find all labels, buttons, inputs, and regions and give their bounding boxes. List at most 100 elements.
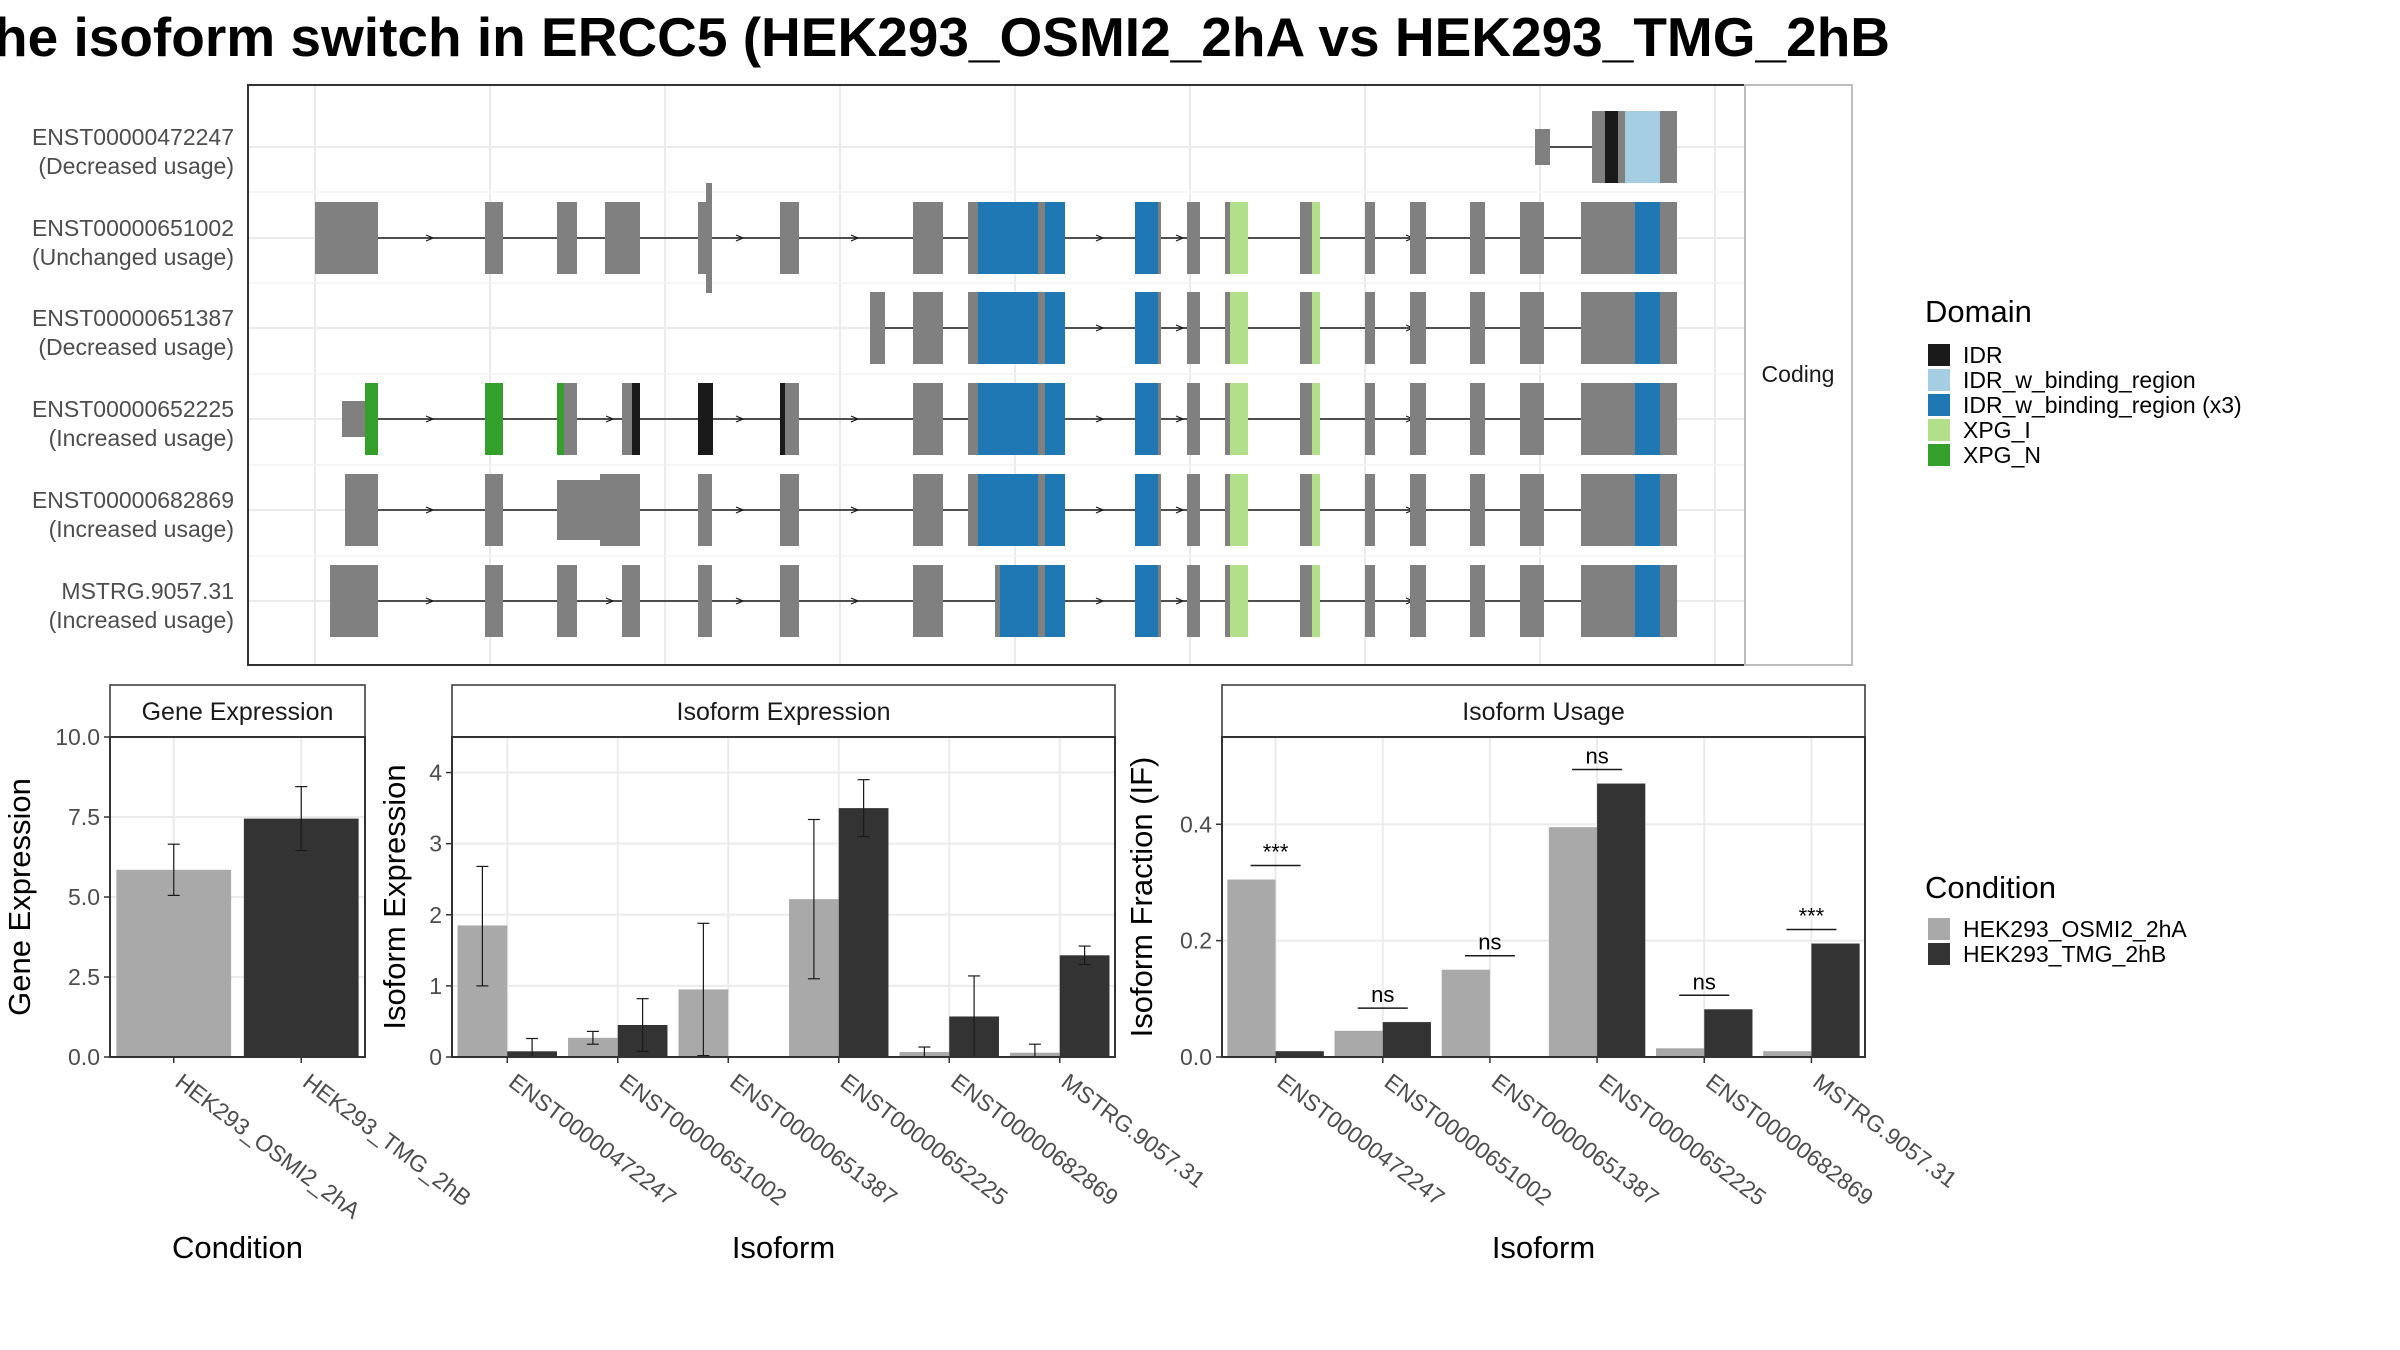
strand-arrow	[1095, 324, 1105, 332]
exon	[1581, 474, 1635, 546]
legend-label: IDR	[1963, 342, 2003, 368]
strand-arrow	[1095, 597, 1105, 605]
bar	[1059, 955, 1110, 1057]
strand-arrow	[1175, 506, 1185, 514]
exon	[1618, 111, 1625, 183]
domain-legend-title: Domain	[1925, 294, 2032, 329]
exon	[1230, 565, 1248, 637]
strand-arrow	[1095, 506, 1105, 514]
exon	[1365, 292, 1375, 364]
bar	[1334, 1030, 1383, 1057]
isoform-expression-chart: Isoform Expression01234ENST00000472247EN…	[377, 684, 1210, 1265]
exon	[1520, 565, 1544, 637]
exon	[365, 383, 378, 455]
bar	[1227, 879, 1276, 1057]
chart-plot-background	[452, 737, 1115, 1057]
exon	[1045, 202, 1065, 274]
chart-plot-background	[1222, 737, 1865, 1057]
isoform-structure-2	[315, 183, 1677, 293]
bar	[1441, 969, 1490, 1057]
exon	[1300, 202, 1312, 274]
chart-title: Gene Expression	[142, 698, 334, 726]
legend-label: XPG_N	[1963, 442, 2041, 468]
isoform-label-usage: (Increased usage)	[49, 516, 234, 542]
bar	[1704, 1009, 1753, 1057]
strand-arrow	[1175, 324, 1185, 332]
significance-label: ns	[1693, 969, 1716, 994]
isoform-label-id: ENST00000651002	[32, 215, 234, 241]
structure-strip	[1744, 84, 1853, 666]
strand-arrow	[735, 506, 745, 514]
exon	[968, 474, 978, 546]
exon	[600, 474, 640, 546]
exon	[345, 474, 378, 546]
exon	[1158, 202, 1161, 274]
strand-arrow	[425, 506, 435, 514]
exon	[1045, 565, 1065, 637]
exon	[1300, 474, 1312, 546]
exon	[1300, 565, 1312, 637]
chart-border	[109, 736, 366, 1058]
exon	[315, 202, 378, 274]
exon	[1187, 474, 1200, 546]
exon	[870, 292, 885, 364]
bar	[1548, 827, 1598, 1057]
exon	[1045, 474, 1065, 546]
y-axis-title: Isoform Fraction (IF)	[1124, 757, 1159, 1038]
exon	[698, 474, 712, 546]
exon	[622, 383, 632, 455]
exon	[557, 565, 577, 637]
chart-strip	[1221, 684, 1866, 738]
isoform-structure-panel: Coding ENST00000472247 (Decreased usage) EN…	[32, 84, 1853, 666]
legend-label: XPG_I	[1963, 417, 2031, 443]
significance-label: ns	[1478, 930, 1501, 955]
chart-border	[1221, 736, 1866, 1058]
exon	[342, 401, 365, 437]
legend-label: IDR_w_binding_region	[1963, 367, 2196, 393]
legend-key	[1928, 444, 1950, 466]
exon	[1225, 292, 1230, 364]
exon	[1470, 292, 1485, 364]
x-axis-title: Isoform	[1492, 1230, 1595, 1265]
exon	[1581, 292, 1635, 364]
significance-label: ***	[1263, 840, 1289, 865]
legend-label: HEK293_OSMI2_2hA	[1963, 916, 2187, 942]
y-tick-label: 0.0	[1180, 1044, 1212, 1070]
isoform-label-usage: (Unchanged usage)	[32, 244, 234, 270]
strand-arrow	[735, 234, 745, 242]
exon	[913, 292, 943, 364]
bar	[1656, 1048, 1705, 1057]
y-axis-title: Isoform Expression	[377, 764, 412, 1029]
exon	[995, 565, 1000, 637]
y-tick-label: 7.5	[68, 804, 100, 830]
bar	[568, 1037, 618, 1057]
exon	[1470, 474, 1485, 546]
strip-label-coding: Coding	[1762, 361, 1835, 387]
exon	[1635, 474, 1660, 546]
exon	[1581, 383, 1635, 455]
exon	[1038, 202, 1045, 274]
exon	[1225, 202, 1230, 274]
strand-arrow	[1175, 415, 1185, 423]
exon	[1410, 383, 1426, 455]
exon	[1635, 565, 1660, 637]
exon	[1520, 383, 1544, 455]
bar	[1382, 1022, 1431, 1057]
exon-end	[1660, 401, 1677, 437]
exon	[1158, 383, 1161, 455]
significance-label: ns	[1585, 744, 1608, 769]
exon	[698, 202, 708, 274]
exon	[1312, 474, 1320, 546]
strand-arrow	[425, 234, 435, 242]
exon	[1230, 383, 1248, 455]
exon-end	[1660, 310, 1677, 346]
exon	[706, 183, 712, 293]
exon	[1592, 111, 1605, 183]
exon	[557, 480, 600, 540]
y-tick-label: 2.5	[68, 964, 100, 990]
exon	[1135, 202, 1158, 274]
exon	[564, 383, 577, 455]
exon-end	[1660, 129, 1677, 165]
isoform-label-id: ENST00000472247	[32, 124, 234, 150]
